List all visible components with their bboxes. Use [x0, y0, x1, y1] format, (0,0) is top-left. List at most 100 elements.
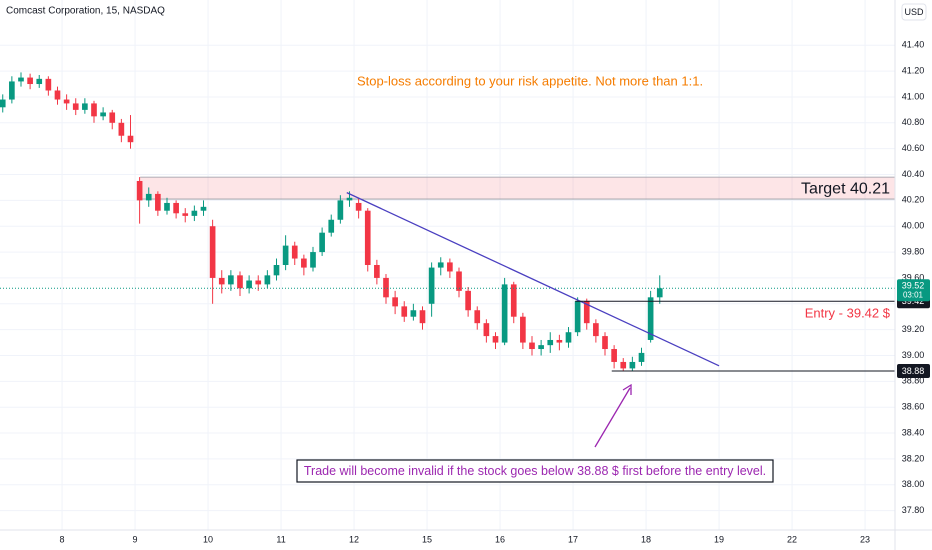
candle-body — [611, 349, 617, 362]
y-tick-label: 40.00 — [902, 221, 925, 231]
note-text: Stop-loss according to your risk appetit… — [357, 73, 703, 88]
grid — [0, 0, 895, 530]
arrow-head — [622, 383, 632, 395]
x-tick-label: 9 — [133, 534, 138, 544]
candle-body — [118, 122, 125, 136]
candle-body — [428, 267, 435, 304]
candle-body — [100, 112, 106, 117]
candle-body — [447, 262, 453, 272]
candle-body — [18, 77, 24, 82]
candle-body — [255, 280, 262, 285]
axes: 37.80 38.00 38.20 38.40 38.60 38.80 39.00 39.20… — [60, 40, 930, 544]
candle-body — [620, 361, 627, 369]
candle-body — [155, 193, 161, 211]
y-tick-label: 41.40 — [902, 40, 925, 50]
candle-body — [355, 202, 362, 211]
candle-body — [364, 210, 371, 265]
x-tick-label: 19 — [714, 534, 724, 544]
target-text: Target 40.21 — [801, 180, 890, 197]
y-tick-label: 40.60 — [902, 143, 925, 153]
x-tick-label: 8 — [60, 534, 65, 544]
candle-body — [602, 336, 608, 350]
candle-body — [282, 245, 289, 265]
y-tick-label: 38.60 — [902, 402, 925, 412]
x-tick-label: 22 — [787, 534, 797, 544]
arrow-line — [594, 387, 631, 448]
candle-body — [492, 336, 499, 343]
candle-body — [301, 258, 307, 268]
candle-body — [273, 265, 280, 276]
candle-body — [63, 99, 70, 104]
candle-body — [656, 288, 663, 298]
candle-body — [54, 90, 61, 100]
candle-body — [437, 262, 444, 268]
candle-body — [91, 103, 97, 117]
candle-body — [392, 297, 398, 307]
candle-body — [182, 213, 189, 216]
x-tick-label: 23 — [860, 534, 870, 544]
candle-body — [218, 277, 225, 285]
candle-body — [173, 202, 179, 214]
candle-body — [127, 135, 134, 143]
candle-body — [383, 277, 389, 298]
candle-body — [82, 103, 88, 110]
candle-body — [346, 197, 353, 201]
annotations: Target 40.21 Entry - 39.42 $ Stop-loss acc… — [296, 73, 895, 483]
x-tick-label: 15 — [422, 534, 432, 544]
candle-body — [136, 180, 143, 201]
x-tick-label: 12 — [349, 534, 359, 544]
candle-body — [45, 78, 52, 91]
x-tick-label: 16 — [495, 534, 505, 544]
y-tick-label: 38.00 — [902, 479, 925, 489]
y-tick-label: 39.60 — [902, 272, 925, 282]
candle-body — [410, 310, 417, 317]
candle-body — [27, 77, 33, 85]
candle-body — [9, 81, 15, 100]
x-tick-label: 11 — [276, 534, 285, 544]
candle-body — [583, 301, 590, 324]
invalidation-price-label: 38.88 — [902, 366, 925, 376]
candle-body — [456, 271, 462, 291]
candle-body — [109, 112, 116, 123]
candle-body — [228, 275, 234, 285]
candle-body — [145, 193, 152, 201]
candle-body — [291, 245, 298, 259]
y-tick-label: 40.40 — [902, 169, 925, 179]
y-tick-label: 41.00 — [902, 91, 925, 101]
y-tick-label: 40.80 — [902, 117, 925, 127]
last-price-box — [897, 279, 930, 302]
candle-body — [593, 323, 599, 337]
candle-body — [419, 310, 426, 324]
candle-body — [629, 361, 636, 369]
y-tick-label: 38.40 — [902, 427, 925, 437]
candle-body — [164, 202, 170, 211]
candle-body — [36, 78, 43, 85]
x-tick-label: 10 — [203, 534, 213, 544]
y-tick-label: 39.00 — [902, 350, 925, 360]
candle-body — [200, 206, 207, 211]
candle-body — [209, 226, 216, 278]
currency[interactable]: USD — [904, 7, 924, 17]
last-price-label: 39.52 — [902, 281, 925, 291]
target-zone — [140, 177, 895, 200]
candle-body — [191, 210, 198, 216]
currency-box[interactable] — [901, 3, 927, 21]
x-tick-label: 18 — [641, 534, 651, 544]
invalidation-price-box — [897, 364, 930, 378]
candle-body — [465, 290, 471, 311]
candle-body — [374, 265, 380, 278]
candle-body — [520, 316, 526, 343]
candle-body — [337, 200, 344, 220]
candle-body — [538, 345, 544, 350]
countdown: 03:01 — [903, 290, 924, 299]
entry-text: Entry - 39.42 $ — [805, 306, 891, 321]
candle-body — [510, 284, 517, 317]
y-tick-label: 38.80 — [902, 376, 925, 386]
candle-body — [401, 306, 408, 317]
y-tick-label: 40.20 — [902, 195, 925, 205]
candle-body — [0, 99, 6, 108]
candle-body — [483, 323, 490, 337]
candle-body — [246, 280, 252, 289]
